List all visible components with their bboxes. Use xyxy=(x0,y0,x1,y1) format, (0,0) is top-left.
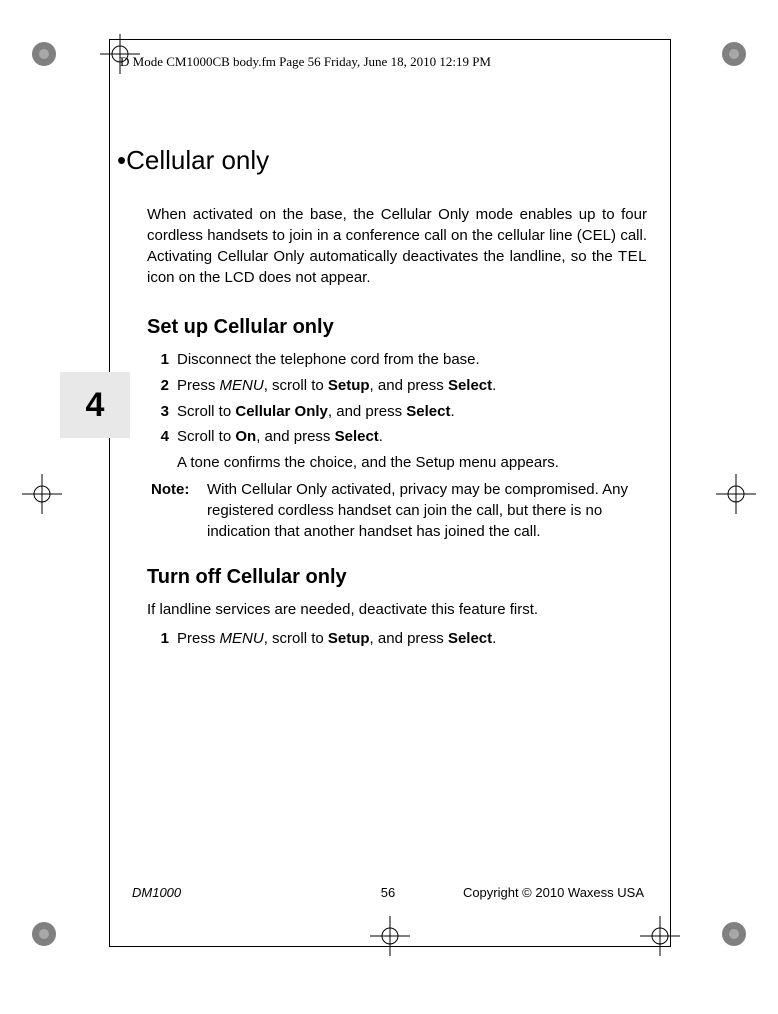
ui-label: Select xyxy=(406,403,450,420)
page-header-slug: D Mode CM1000CB body.fm Page 56 Friday, … xyxy=(120,54,491,70)
crop-mark-icon xyxy=(716,474,756,514)
setup-heading: Set up Cellular only xyxy=(147,316,647,339)
step-number: 4 xyxy=(147,426,177,448)
ui-label: Setup xyxy=(328,630,370,647)
step-number: 1 xyxy=(147,349,177,371)
crop-mark-icon xyxy=(640,916,680,956)
chapter-number: 4 xyxy=(86,386,105,425)
footer-page-number: 56 xyxy=(381,885,395,900)
step-number: 2 xyxy=(147,375,177,397)
crop-mark-icon xyxy=(100,34,140,74)
registration-dot-icon xyxy=(720,920,748,948)
confirmation-text: A tone confirms the choice, and the Setu… xyxy=(147,452,647,473)
ui-label: Select xyxy=(448,377,492,394)
footer-model: DM1000 xyxy=(132,885,181,900)
registration-dot-icon xyxy=(30,40,58,68)
chapter-tab: 4 xyxy=(60,372,130,438)
turnoff-intro: If landline services are needed, deactiv… xyxy=(147,599,647,620)
note-block: Note:With Cellular Only activated, priva… xyxy=(147,479,647,542)
step-body: Disconnect the telephone cord from the b… xyxy=(177,349,647,371)
step-item: 1Disconnect the telephone cord from the … xyxy=(147,349,647,371)
registration-dot-icon xyxy=(30,920,58,948)
page-footer: DM1000 56 Copyright © 2010 Waxess USA xyxy=(132,885,644,900)
ui-label: Select xyxy=(335,428,379,445)
step-item: 3Scroll to Cellular Only, and press Sele… xyxy=(147,401,647,423)
page-content: •Cellular only When activated on the bas… xyxy=(147,145,647,674)
step-body: Scroll to Cellular Only, and press Selec… xyxy=(177,401,647,423)
step-item: 2Press MENU, scroll to Setup, and press … xyxy=(147,375,647,397)
step-item: 4Scroll to On, and press Select. xyxy=(147,426,647,448)
ui-label: On xyxy=(235,428,256,445)
note-label: Note: xyxy=(151,479,207,542)
note-body: With Cellular Only activated, privacy ma… xyxy=(207,479,647,542)
crop-mark-icon xyxy=(370,916,410,956)
crop-mark-icon xyxy=(22,474,62,514)
turnoff-heading: Turn off Cellular only xyxy=(147,566,647,589)
bullet-icon: • xyxy=(117,145,126,175)
menu-key-label: MENU xyxy=(220,630,264,647)
step-body: Press MENU, scroll to Setup, and press S… xyxy=(177,628,647,650)
turnoff-steps-list: 1Press MENU, scroll to Setup, and press … xyxy=(147,628,647,650)
step-body: Press MENU, scroll to Setup, and press S… xyxy=(177,375,647,397)
section-title: •Cellular only xyxy=(117,145,647,176)
title-text: Cellular only xyxy=(126,145,269,175)
ui-label: Cellular Only xyxy=(235,403,328,420)
ui-label: Setup xyxy=(328,377,370,394)
ui-label: Select xyxy=(448,630,492,647)
step-number: 1 xyxy=(147,628,177,650)
step-item: 1Press MENU, scroll to Setup, and press … xyxy=(147,628,647,650)
menu-key-label: MENU xyxy=(220,377,264,394)
tel-label: TEL xyxy=(618,248,647,265)
footer-copyright: Copyright © 2010 Waxess USA xyxy=(463,885,644,900)
registration-dot-icon xyxy=(720,40,748,68)
setup-steps-list: 1Disconnect the telephone cord from the … xyxy=(147,349,647,542)
step-number: 3 xyxy=(147,401,177,423)
intro-paragraph: When activated on the base, the Cellular… xyxy=(147,204,647,288)
step-body: Scroll to On, and press Select. xyxy=(177,426,647,448)
